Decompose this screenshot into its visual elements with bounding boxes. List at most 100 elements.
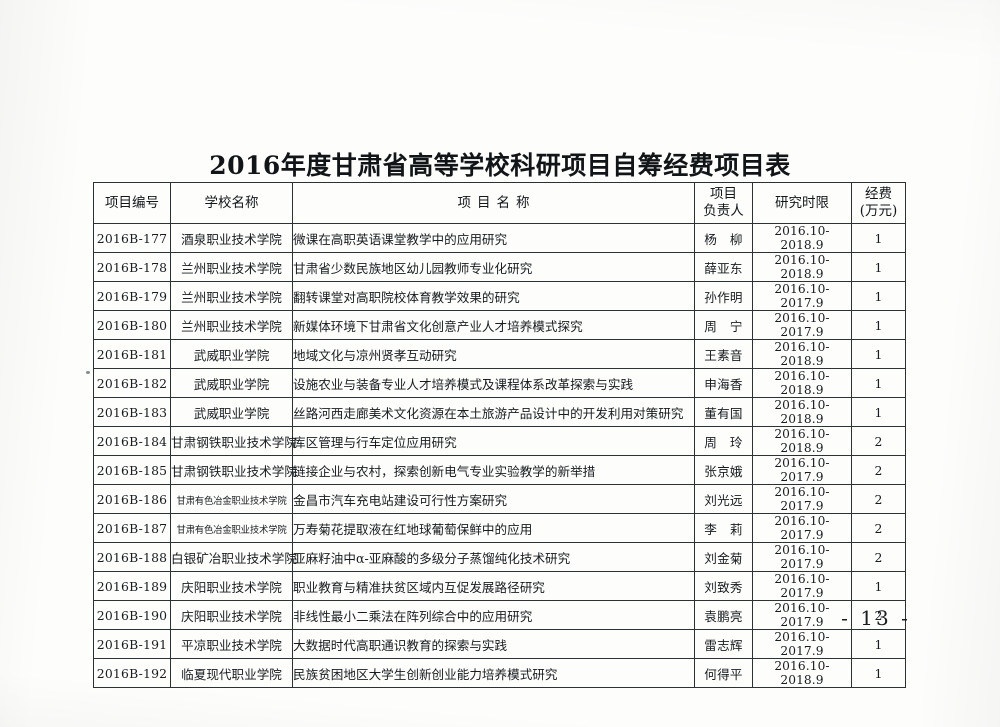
project-leader-text: 雷志辉 (704, 637, 743, 653)
cell-project-code: 2016B-179 (93, 281, 171, 311)
table-row: 2016B-184 甘肃钢铁职业技术学院 库区管理与行车定位应用研究周 玲 2016.… (93, 426, 906, 456)
cell-funding-amount: 2 (851, 484, 906, 514)
cell-project-name: 大数据时代高职通识教育的探索与实践 (292, 629, 695, 659)
project-leader-text: 周 宁 (704, 318, 743, 334)
table-row: 2016B-190 庆阳职业技术学院 非线性最小二乘法在阵列综合中的应用研究 袁鹏亮 2… (93, 600, 906, 630)
cell-project-name: 民族贫困地区大学生创新创业能力培养模式研究 (292, 658, 695, 688)
school-name-text: 兰州职业技术学院 (181, 289, 282, 305)
project-leader-text: 刘金菊 (704, 550, 743, 566)
cell-funding-amount: 1 (851, 629, 906, 659)
cell-project-name: 万寿菊花提取液在红地球葡萄保鲜中的应用 (292, 513, 695, 543)
cell-school-name: 甘肃有色冶金职业技术学院 (170, 513, 293, 543)
cell-school-name: 武威职业学院 (170, 339, 293, 369)
project-leader-text: 申海香 (704, 376, 743, 392)
school-name-text: 酒泉职业技术学院 (181, 231, 282, 247)
cell-project-leader: 张京娥 (694, 455, 753, 485)
cell-project-leader: 雷志辉 (694, 629, 753, 659)
project-leader-text: 刘致秀 (704, 579, 743, 595)
table-row: 2016B-183 武威职业学院 丝路河西走廊美术文化资源在本土旅游产品设计中的开发… (93, 397, 906, 427)
table-row: 2016B-189 庆阳职业技术学院 职业教育与精准扶贫区域内互促发展路径研究 刘致秀… (93, 571, 906, 601)
project-leader-text: 薛亚东 (704, 260, 743, 276)
school-name-text: 兰州职业技术学院 (181, 260, 282, 276)
cell-research-period: 2016.10-2017.9 (752, 600, 852, 630)
school-name-text: 白银矿冶职业技术学院 (171, 550, 297, 566)
scan-speck (86, 371, 90, 374)
cell-project-leader: 董有国 (694, 397, 753, 427)
cell-research-period: 2016.10-2018.9 (752, 658, 852, 688)
cell-funding-amount: 1 (851, 658, 906, 688)
cell-project-code: 2016B-180 (93, 310, 171, 340)
table-row: 2016B-192 临夏现代职业学院 民族贫困地区大学生创新创业能力培养模式研究 何得… (93, 658, 906, 688)
project-leader-text: 王素音 (704, 347, 743, 363)
cell-project-name: 职业教育与精准扶贫区域内互促发展路径研究 (292, 571, 695, 601)
cell-research-period: 2016.10-2018.9 (752, 339, 852, 369)
school-name-text: 兰州职业技术学院 (181, 318, 282, 334)
project-leader-text: 刘光远 (704, 492, 743, 508)
column-header-project-name: 项目名称 (292, 182, 695, 224)
school-name-text: 庆阳职业技术学院 (181, 608, 282, 624)
cell-project-leader: 刘光远 (694, 484, 753, 514)
school-name-text: 甘肃钢铁职业技术学院 (171, 463, 297, 479)
table-row: 2016B-177 酒泉职业技术学院 微课在高职英语课堂教学中的应用研究杨 柳 201… (93, 223, 906, 253)
cell-project-code: 2016B-178 (93, 252, 171, 282)
column-header-fee-line1: 经费 (865, 186, 892, 203)
cell-research-period: 2016.10-2017.9 (752, 629, 852, 659)
school-name-text: 庆阳职业技术学院 (181, 579, 282, 595)
project-table: 项目编号 学校名称 项目名称 项目 负责人 研究时限 经费 (万元) 2016B… (93, 182, 906, 688)
cell-school-name: 白银矿冶职业技术学院 (170, 542, 297, 572)
cell-school-name: 兰州职业技术学院 (170, 252, 293, 282)
cell-project-code: 2016B-184 (93, 426, 171, 456)
column-header-school: 学校名称 (170, 182, 293, 224)
cell-school-name: 甘肃钢铁职业技术学院 (170, 426, 297, 456)
school-name-text: 平凉职业技术学院 (181, 637, 282, 653)
cell-project-leader: 孙作明 (694, 281, 753, 311)
table-body: 2016B-177 酒泉职业技术学院 微课在高职英语课堂教学中的应用研究杨 柳 201… (93, 223, 906, 688)
project-leader-text: 杨 柳 (704, 231, 743, 247)
school-name-text: 武威职业学院 (193, 376, 270, 392)
project-leader-text: 袁鹏亮 (704, 608, 743, 624)
cell-research-period: 2016.10-2017.9 (752, 513, 852, 543)
cell-school-name: 临夏现代职业学院 (170, 658, 293, 688)
cell-research-period: 2016.10-2017.9 (752, 571, 852, 601)
cell-school-name: 平凉职业技术学院 (170, 629, 293, 659)
cell-school-name: 酒泉职业技术学院 (170, 223, 293, 253)
table-header: 项目编号 学校名称 项目名称 项目 负责人 研究时限 经费 (万元) (93, 182, 906, 224)
column-header-leader-line1: 项目 (710, 186, 737, 203)
cell-project-code: 2016B-188 (93, 542, 171, 572)
table-row: 2016B-180 兰州职业技术学院 新媒体环境下甘肃省文化创意产业人才培养模式探究… (93, 310, 906, 340)
cell-project-leader: 杨 柳 (694, 223, 753, 253)
cell-project-name: 甘肃省少数民族地区幼儿园教师专业化研究 (292, 252, 695, 282)
cell-project-name: 非线性最小二乘法在阵列综合中的应用研究 (292, 600, 695, 630)
cell-project-name: 亚麻籽油中α-亚麻酸的多级分子蒸馏纯化技术研究 (292, 542, 695, 572)
cell-research-period: 2016.10-2018.9 (752, 223, 852, 253)
cell-funding-amount: 1 (851, 281, 906, 311)
project-leader-text: 董有国 (704, 405, 743, 421)
cell-school-name: 甘肃有色冶金职业技术学院 (170, 484, 293, 514)
cell-project-leader: 王素音 (694, 339, 753, 369)
column-header-leader-line2: 负责人 (703, 203, 744, 219)
cell-project-code: 2016B-185 (93, 455, 171, 485)
project-leader-text: 周 玲 (704, 434, 743, 450)
table-row: 2016B-178 兰州职业技术学院 甘肃省少数民族地区幼儿园教师专业化研究 薛亚东 2… (93, 252, 906, 282)
cell-funding-amount: 2 (851, 426, 906, 456)
school-name-text: 临夏现代职业学院 (181, 666, 282, 682)
cell-funding-amount: 1 (851, 339, 906, 369)
cell-school-name: 兰州职业技术学院 (170, 310, 293, 340)
cell-school-name: 武威职业学院 (170, 368, 293, 398)
cell-project-code: 2016B-177 (93, 223, 171, 253)
page-number: - 13 - (841, 606, 911, 630)
table-row: 2016B-188 白银矿冶职业技术学院 亚麻籽油中α-亚麻酸的多级分子蒸馏纯化技术… (93, 542, 906, 572)
cell-project-leader: 刘金菊 (694, 542, 753, 572)
cell-funding-amount: 1 (851, 571, 906, 601)
cell-project-leader: 袁鹏亮 (694, 600, 753, 630)
cell-research-period: 2016.10-2018.9 (752, 397, 852, 427)
cell-project-name: 丝路河西走廊美术文化资源在本土旅游产品设计中的开发利用对策研究 (292, 397, 695, 427)
cell-school-name: 甘肃钢铁职业技术学院 (170, 455, 297, 485)
cell-research-period: 2016.10-2018.9 (752, 368, 852, 398)
project-leader-text: 张京娥 (704, 463, 743, 479)
cell-project-name: 地域文化与凉州贤孝互动研究 (292, 339, 695, 369)
cell-project-code: 2016B-183 (93, 397, 171, 427)
cell-school-name: 武威职业学院 (170, 397, 293, 427)
school-name-text: 武威职业学院 (193, 347, 270, 363)
cell-funding-amount: 2 (851, 455, 906, 485)
